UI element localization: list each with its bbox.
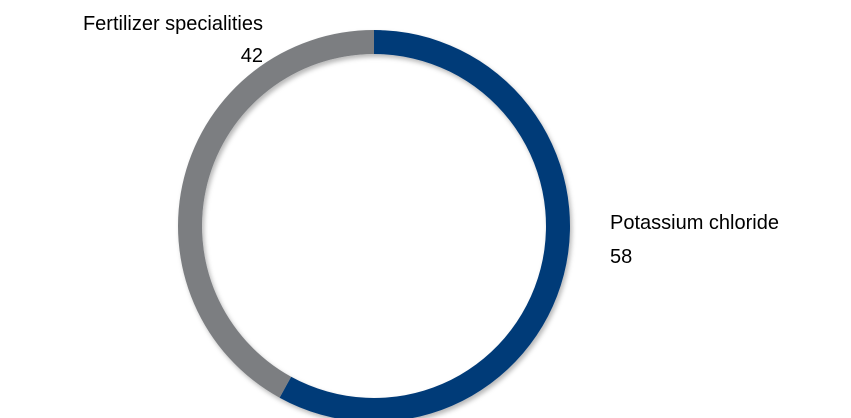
slice-value-fertilizer-specialities: 42 [240,45,263,67]
slice-label-potassium-chloride: Potassium chloride [610,212,779,234]
slice-fertilizer-specialities [178,30,374,398]
slice-value-potassium-chloride: 58 [610,246,633,268]
slice-label-fertilizer-specialities: Fertilizer specialities [82,13,263,35]
slice-potassium-chloride [279,30,570,418]
donut-slices [178,30,570,418]
